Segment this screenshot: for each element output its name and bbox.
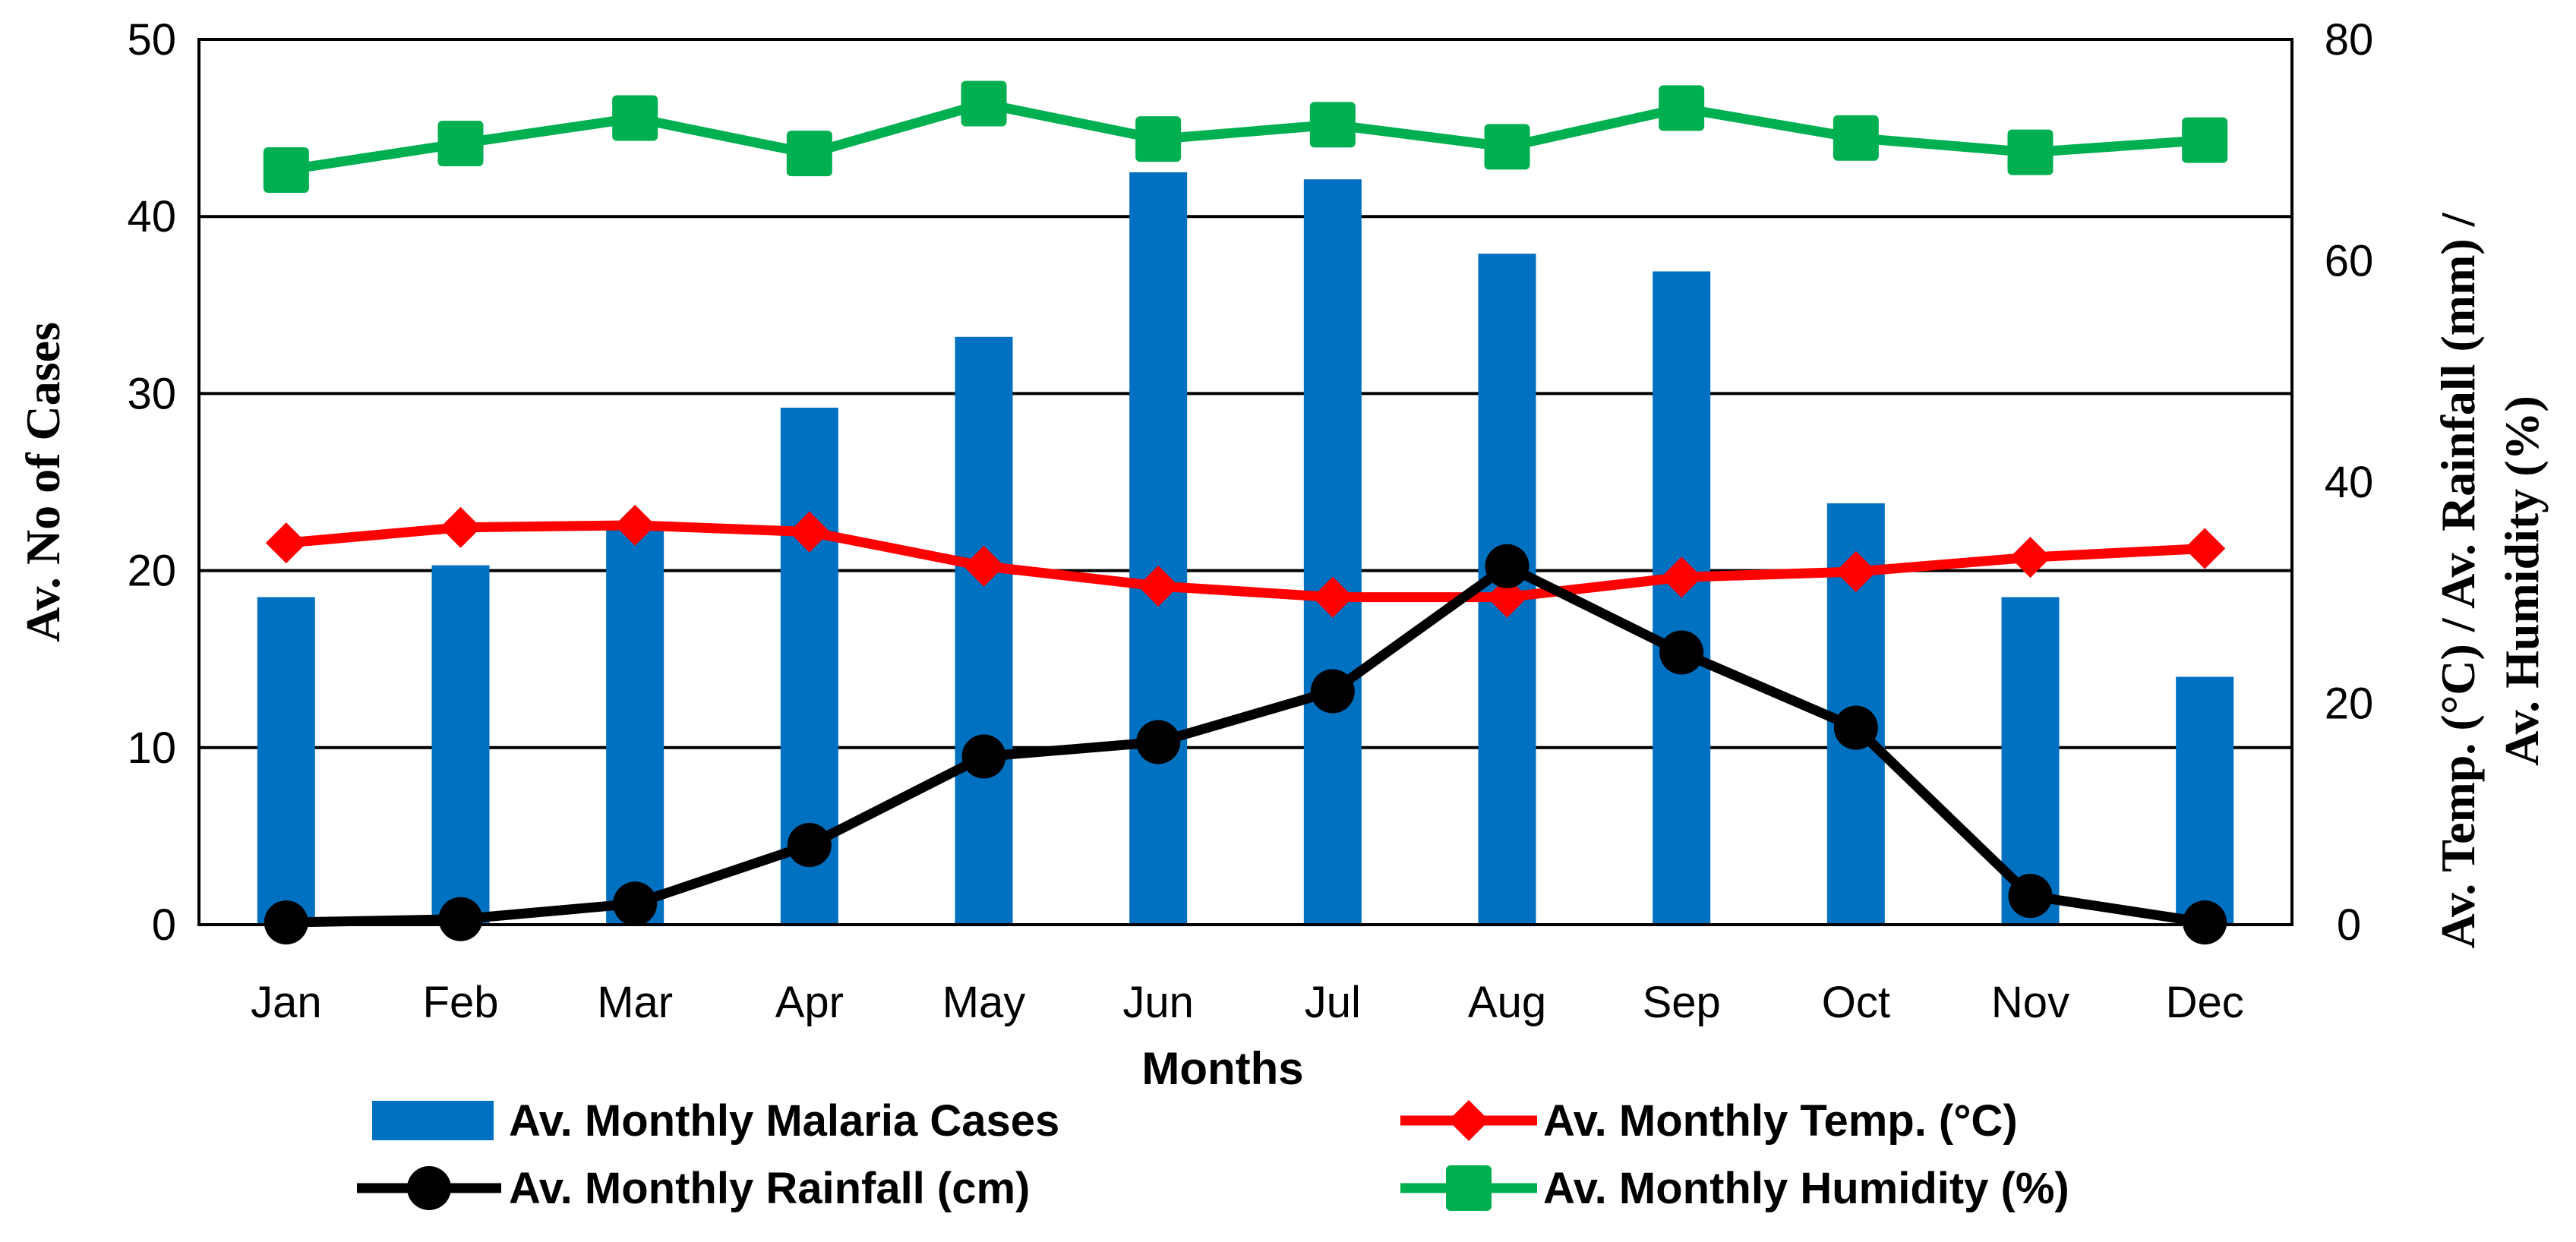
data-point-square <box>1833 115 1879 161</box>
bar-series <box>257 172 2234 925</box>
data-point-circle <box>961 734 1006 779</box>
data-point-diamond <box>2009 537 2051 578</box>
data-point-square <box>1484 124 1530 170</box>
data-point-diamond <box>1138 566 1179 607</box>
gridlines <box>199 38 2292 926</box>
x-tick-label: Aug <box>1468 978 1546 1027</box>
data-point-diamond <box>963 545 1005 587</box>
y-tick-label: 50 <box>127 15 176 65</box>
data-point-circle <box>438 897 483 941</box>
data-point-circle <box>407 1166 451 1210</box>
x-tick-label: Oct <box>1822 978 1890 1027</box>
data-point-diamond <box>614 504 656 546</box>
data-point-diamond <box>1486 576 1528 618</box>
legend-label: Av. Monthly Temp. (°C) <box>1543 1096 2018 1146</box>
series-line <box>286 561 2206 928</box>
bar <box>606 529 665 925</box>
data-point-diamond <box>1448 1100 1489 1141</box>
x-tick-label: Dec <box>2166 978 2244 1027</box>
bar <box>955 336 1013 925</box>
series-line <box>286 520 2205 603</box>
data-point-diamond <box>265 522 307 564</box>
data-point-diamond <box>2184 528 2226 569</box>
data-point-square <box>2007 129 2054 175</box>
data-point-diamond <box>1312 576 1353 618</box>
data-point-circle <box>2008 874 2053 919</box>
legend: Av. Monthly Malaria Cases Av. Monthly Tem… <box>357 1096 2069 1213</box>
data-point-circle <box>264 900 308 945</box>
data-point-diamond <box>1835 551 1877 593</box>
x-tick-label: Apr <box>775 978 844 1027</box>
data-point-square <box>1446 1165 1492 1211</box>
data-point-square <box>1659 85 1705 131</box>
y2-tick-label: 20 <box>2325 679 2374 729</box>
legend-swatch-bar <box>372 1101 494 1140</box>
data-point-circle <box>1310 669 1355 714</box>
x-tick-label: Nov <box>1991 978 2069 1027</box>
data-point-square <box>1309 102 1356 148</box>
x-tick-label: Sep <box>1643 978 1721 1027</box>
x-tick-label: May <box>942 978 1026 1027</box>
data-point-square <box>961 80 1007 127</box>
data-point-diamond <box>440 506 481 548</box>
y-tick-label: 20 <box>127 547 176 596</box>
data-point-square <box>437 121 484 167</box>
data-point-circle <box>1485 544 1530 588</box>
data-point-circle <box>1136 720 1181 764</box>
x-tick-label: Jul <box>1305 978 1361 1027</box>
left-axis-ticks: 0 10 20 30 40 50 <box>127 15 176 950</box>
x-axis-ticks: Jan Feb Mar Apr May Jun Jul Aug Sep Oct Nov Dec <box>251 978 2244 1027</box>
y-axis-title: Av. No of Cases <box>16 322 70 642</box>
data-point-circle <box>613 881 658 926</box>
y-tick-label: 40 <box>127 192 176 241</box>
bar <box>1129 172 1188 925</box>
data-point-diamond <box>788 511 830 553</box>
x-axis-title: Months <box>1141 1043 1303 1094</box>
x-tick-label: Feb <box>423 978 499 1027</box>
data-point-circle <box>1659 630 1704 675</box>
line-series <box>263 80 2228 945</box>
y2-axis-title-line1: Av. Temp. (°C) / Av. Rainfall (mm) / <box>2431 212 2485 948</box>
bar <box>2001 597 2060 925</box>
y-tick-label: 10 <box>127 723 176 773</box>
bar <box>431 565 490 925</box>
y2-tick-label: 0 <box>2337 900 2361 950</box>
plot-frame <box>197 38 2293 926</box>
y2-axis-title-line2: Av. Humidity (%) <box>2495 396 2549 766</box>
data-point-square <box>2182 117 2228 163</box>
y2-tick-label: 40 <box>2325 458 2374 507</box>
data-point-circle <box>2183 900 2227 945</box>
legend-label: Av. Monthly Malaria Cases <box>509 1096 1059 1146</box>
y-tick-label: 30 <box>127 369 176 418</box>
data-point-circle <box>787 823 832 868</box>
data-point-square <box>786 131 832 177</box>
x-tick-label: Jun <box>1122 978 1194 1027</box>
x-tick-label: Jan <box>251 978 322 1027</box>
bar <box>2176 676 2234 925</box>
y2-tick-label: 80 <box>2325 15 2374 65</box>
x-tick-label: Mar <box>597 978 673 1027</box>
data-point-square <box>263 147 309 193</box>
y2-tick-label: 60 <box>2325 237 2374 286</box>
bar <box>1653 271 1711 925</box>
data-point-square <box>612 95 658 141</box>
data-point-circle <box>1833 705 1878 750</box>
data-point-diamond <box>1661 556 1703 598</box>
data-point-square <box>1135 116 1182 162</box>
legend-label: Av. Monthly Humidity (%) <box>1543 1164 2069 1213</box>
legend-label: Av. Monthly Rainfall (cm) <box>509 1164 1030 1213</box>
y-tick-label: 0 <box>152 900 176 950</box>
bar <box>1303 179 1362 925</box>
right-axis-ticks: 0 20 40 60 80 <box>2325 15 2374 950</box>
series-line <box>285 99 2205 175</box>
bar <box>257 597 315 925</box>
